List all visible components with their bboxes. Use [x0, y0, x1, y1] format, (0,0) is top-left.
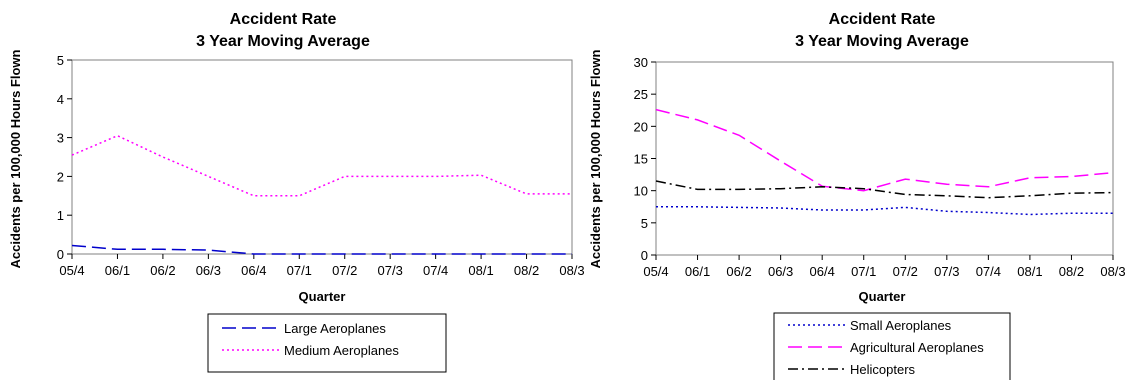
x-tick-label: 06/3 — [196, 263, 221, 278]
x-tick-label: 08/2 — [514, 263, 539, 278]
series-line — [655, 180, 1114, 199]
x-tick-label: 06/2 — [726, 264, 751, 279]
y-tick-label: 4 — [57, 92, 64, 107]
legend-box — [773, 312, 1011, 380]
x-tick-label: 06/2 — [150, 263, 175, 278]
series-line — [655, 108, 1114, 192]
chart-title: Accident Rate — [829, 11, 936, 28]
y-tick-label: 1 — [57, 208, 64, 223]
x-axis-title: Quarter — [859, 289, 906, 304]
legend: Small Aeroplanes Agricultural Aeroplanes H… — [773, 312, 1011, 380]
x-tick-label: 07/1 — [851, 264, 876, 279]
chart-subtitle: 3 Year Moving Average — [795, 33, 969, 50]
x-tick-label: 08/2 — [1059, 264, 1084, 279]
x-tick-label: 05/4 — [643, 264, 668, 279]
chart-title: Accident Rate — [230, 11, 337, 28]
x-axis-title: Quarter — [299, 289, 346, 304]
x-tick-label: 07/2 — [332, 263, 357, 278]
y-tick-label: 3 — [57, 131, 64, 146]
legend-label: Helicopters — [850, 362, 916, 377]
y-tick-label: 25 — [634, 87, 648, 102]
series-line — [71, 134, 572, 197]
legend-label: Large Aeroplanes — [284, 321, 386, 336]
y-tick-label: 2 — [57, 169, 64, 184]
legend-label: Small Aeroplanes — [850, 318, 952, 333]
x-tick-label: 05/4 — [59, 263, 84, 278]
plot-area: 0 1 2 3 4 5 05/4 06/1 06/2 06/3 06/4 07/1 07/2 07/3 07… — [57, 53, 585, 278]
chart-right: Accident Rate 3 Year Moving Average Acci… — [588, 11, 1126, 380]
legend: Large Aeroplanes Medium Aeroplanes — [207, 313, 447, 373]
x-tick-label: 07/4 — [976, 264, 1001, 279]
x-tick-label: 07/2 — [893, 264, 918, 279]
x-tick-label: 07/1 — [287, 263, 312, 278]
y-tick-label: 5 — [57, 53, 64, 68]
y-tick-label: 10 — [634, 184, 648, 199]
x-tick-label: 08/3 — [1100, 264, 1125, 279]
plot-area: 0 5 10 15 20 25 30 05/4 06/1 06/2 06/3 06/4 07/1 07/2… — [634, 55, 1126, 279]
x-tick-label: 06/3 — [768, 264, 793, 279]
x-tick-label: 06/4 — [810, 264, 835, 279]
x-tick-label: 08/1 — [468, 263, 493, 278]
x-tick-label: 07/3 — [934, 264, 959, 279]
plot-frame — [655, 61, 1114, 256]
y-tick-label: 20 — [634, 119, 648, 134]
plot-frame — [71, 59, 573, 255]
chart-left: Accident Rate 3 Year Moving Average Acci… — [8, 11, 585, 373]
x-tick-label: 07/4 — [423, 263, 448, 278]
x-tick-label: 06/4 — [241, 263, 266, 278]
y-tick-label: 0 — [57, 247, 64, 262]
y-tick-label: 5 — [641, 216, 648, 231]
y-tick-label: 0 — [641, 248, 648, 263]
y-axis-title: Accidents per 100,000 Hours Flown — [8, 49, 23, 268]
series-line — [656, 206, 1113, 216]
y-tick-label: 15 — [634, 152, 648, 167]
x-tick-label: 07/3 — [378, 263, 403, 278]
x-tick-label: 06/1 — [685, 264, 710, 279]
legend-label: Medium Aeroplanes — [284, 343, 399, 358]
x-tick-label: 08/1 — [1017, 264, 1042, 279]
series-line — [71, 244, 572, 255]
x-tick-label: 08/3 — [559, 263, 584, 278]
y-tick-label: 30 — [634, 55, 648, 70]
legend-label: Agricultural Aeroplanes — [850, 340, 984, 355]
x-tick-label: 06/1 — [105, 263, 130, 278]
y-axis-title: Accidents per 100,000 Hours Flown — [588, 49, 603, 268]
chart-subtitle: 3 Year Moving Average — [196, 33, 370, 50]
